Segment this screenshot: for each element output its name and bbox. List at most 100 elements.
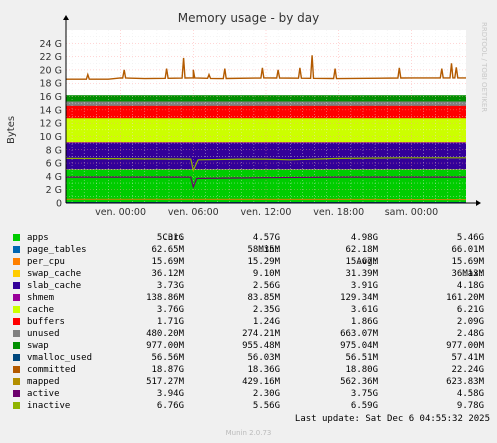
legend-min: 18.36G — [247, 365, 280, 375]
legend-min: 2.56G — [252, 281, 280, 291]
legend-row-committed: committed 18.87G 18.36G 18.80G 22.24G — [10, 364, 490, 376]
side-watermark: RRDTOOL / TOBI OETIKER — [480, 22, 488, 112]
x-tick-label: ven. 12:00 — [241, 207, 292, 218]
legend-swatch — [13, 270, 20, 277]
x-tick-label: ven. 18:00 — [313, 207, 364, 218]
legend-row-cache: cache 3.76G 2.35G 3.61G 6.21G — [10, 304, 490, 316]
legend-name: per_cpu — [27, 257, 65, 267]
legend-cur: 36.12M — [151, 269, 184, 279]
legend-swatch — [13, 354, 20, 361]
legend-header-min: Min: — [258, 245, 280, 255]
legend-min: 5.56G — [252, 401, 280, 411]
legend-swatch — [13, 378, 20, 385]
legend-row-buffers: buffers 1.71G 1.24G 1.86G 2.09G — [10, 316, 490, 328]
legend-cur: 15.69M — [151, 257, 184, 267]
legend-max: 4.58G — [456, 389, 484, 399]
legend-header: Cur: Min: Avg: Max: — [10, 220, 490, 279]
legend-cur: 138.86M — [146, 293, 184, 303]
legend-cur: 6.76G — [156, 401, 184, 411]
legend-row-slab-cache: slab_cache 3.73G 2.56G 3.91G 4.18G — [10, 280, 490, 292]
y-tick-label: 20 G — [40, 65, 62, 76]
legend-max: 2.09G — [456, 317, 484, 327]
legend-min: 56.03M — [247, 353, 280, 363]
legend-min: 274.21M — [242, 329, 280, 339]
y-tick-label: 22 G — [40, 52, 62, 63]
y-tick-label: 2 G — [46, 185, 62, 196]
legend-avg: 18.80G — [345, 365, 378, 375]
y-tick-label: 6 G — [46, 159, 62, 170]
legend-min: 2.35G — [252, 305, 280, 315]
x-tick-label: sam. 00:00 — [385, 207, 438, 218]
legend-header-max: Max: — [462, 269, 484, 279]
legend-max: 4.18G — [456, 281, 484, 291]
y-axis-label: Bytes — [6, 116, 17, 144]
y-axis-label-text: Bytes — [6, 116, 17, 144]
legend-name: unused — [27, 329, 60, 339]
x-tick-label: ven. 00:00 — [95, 207, 146, 218]
line-active — [66, 176, 466, 189]
legend-cur: 977.00M — [146, 341, 184, 351]
last-update: Last update: Sat Dec 6 04:55:32 2025 — [294, 414, 490, 424]
legend-avg: 3.75G — [350, 389, 378, 399]
legend-max: 623.83M — [446, 377, 484, 387]
legend-max: 15.69M — [451, 257, 484, 267]
legend-swatch — [13, 342, 20, 349]
legend-swatch — [13, 282, 20, 289]
legend-cur: 62.65M — [151, 245, 184, 255]
legend-name: committed — [27, 365, 76, 375]
legend-row-swap-cache: swap_cache 36.12M 9.10M 31.39M 36.13M — [10, 268, 490, 280]
y-tick-label: 0 — [56, 199, 62, 210]
side-watermark-text: RRDTOOL / TOBI OETIKER — [480, 22, 488, 112]
y-tick-label: 12 G — [40, 119, 62, 130]
legend-cur: 18.87G — [151, 365, 184, 375]
legend-row-page-tables: page_tables 62.65M 58.35M 62.18M 66.01M — [10, 244, 490, 256]
legend-min: 83.85M — [247, 293, 280, 303]
legend-row-apps: apps 5.31G 4.57G 4.98G 5.46G — [10, 232, 490, 244]
legend-avg: 3.91G — [350, 281, 378, 291]
legend-cur: 56.56M — [151, 353, 184, 363]
legend-name: buffers — [27, 317, 65, 327]
y-tick-label: 18 G — [40, 79, 62, 90]
legend-min: 4.57G — [252, 233, 280, 243]
legend-max: 6.21G — [456, 305, 484, 315]
y-tick-label: 14 G — [40, 105, 62, 116]
legend-name: inactive — [27, 401, 71, 411]
line-committed — [66, 55, 466, 80]
x-tick-label: ven. 06:00 — [168, 207, 219, 218]
legend-row-mapped: mapped 517.27M 429.16M 562.36M 623.83M — [10, 376, 490, 388]
y-tick-label: 24 G — [40, 39, 62, 50]
legend-swatch — [13, 306, 20, 313]
legend-row-active: active 3.94G 2.30G 3.75G 4.58G — [10, 388, 490, 400]
legend-name: shmem — [27, 293, 55, 303]
legend-max: 9.78G — [456, 401, 484, 411]
legend-avg: 31.39M — [345, 269, 378, 279]
legend-max: 66.01M — [451, 245, 484, 255]
legend-swatch — [13, 366, 20, 373]
y-axis-arrow — [63, 15, 69, 20]
legend-avg: 1.86G — [350, 317, 378, 327]
legend-avg: 15.67M — [345, 257, 378, 267]
munin-version: Munin 2.0.73 — [225, 429, 272, 437]
legend-row-swap: swap 977.00M 955.48M 975.04M 977.00M — [10, 340, 490, 352]
legend-avg: 3.61G — [350, 305, 378, 315]
legend-avg: 62.18M — [345, 245, 378, 255]
legend-name: apps — [27, 233, 49, 243]
legend-row-vmalloc-used: vmalloc_used 56.56M 56.03M 56.51M 57.41M — [10, 352, 490, 364]
legend-avg: 6.59G — [350, 401, 378, 411]
legend-swatch — [13, 258, 20, 265]
legend-cur: 3.76G — [156, 305, 184, 315]
legend-min: 1.24G — [252, 317, 280, 327]
legend-max: 22.24G — [451, 365, 484, 375]
y-tick-label: 10 G — [40, 132, 62, 143]
legend-min: 429.16M — [242, 377, 280, 387]
legend-cur: 3.73G — [156, 281, 184, 291]
legend-cur: 480.20M — [146, 329, 184, 339]
legend-row-unused: unused 480.20M 274.21M 663.07M 2.48G — [10, 328, 490, 340]
y-tick-label: 16 G — [40, 92, 62, 103]
legend-name: vmalloc_used — [27, 353, 93, 363]
legend-row-per-cpu: per_cpu 15.69M 15.29M 15.67M 15.69M — [10, 256, 490, 268]
legend-header-cur: Cur: — [162, 233, 184, 243]
legend-swatch — [13, 234, 20, 241]
legend-name: mapped — [27, 377, 60, 387]
legend-max: 5.46G — [456, 233, 484, 243]
